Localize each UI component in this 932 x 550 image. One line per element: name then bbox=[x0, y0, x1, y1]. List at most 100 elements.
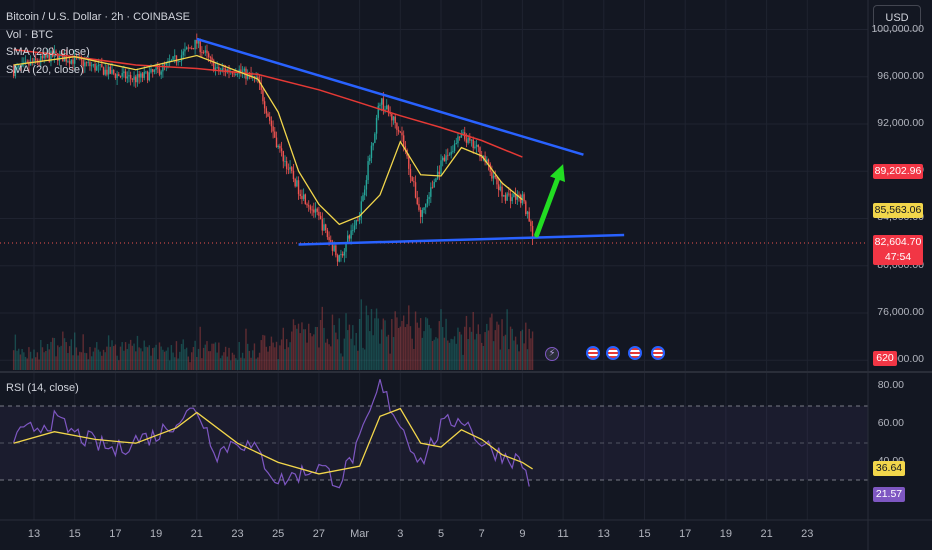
candle-body bbox=[269, 116, 271, 121]
volume-bar bbox=[448, 342, 451, 370]
candle-body bbox=[302, 194, 305, 199]
green-arrow[interactable] bbox=[534, 164, 565, 238]
candle-body bbox=[187, 47, 190, 49]
candle-body bbox=[479, 147, 481, 158]
volume-bar bbox=[430, 328, 432, 370]
volume-bar bbox=[230, 360, 232, 370]
resistance-trendline[interactable] bbox=[196, 37, 584, 156]
candle-body bbox=[57, 53, 59, 61]
volume-bar bbox=[219, 358, 222, 370]
volume-bar bbox=[248, 350, 251, 370]
volume-legend[interactable]: Vol · BTC bbox=[6, 29, 54, 41]
sma20-legend[interactable]: SMA (20, close) bbox=[6, 64, 84, 76]
volume-bar bbox=[214, 342, 217, 370]
candle-body bbox=[323, 224, 325, 231]
volume-bar bbox=[74, 332, 76, 370]
volume-bar bbox=[409, 326, 412, 370]
volume-bar bbox=[45, 351, 47, 370]
candle-body bbox=[177, 61, 179, 63]
volume-bar bbox=[338, 318, 340, 370]
candle-body bbox=[326, 230, 329, 238]
volume-bar bbox=[382, 318, 385, 370]
lightning-event-icon[interactable]: ⚡ bbox=[545, 347, 559, 361]
candle-body bbox=[487, 159, 490, 164]
candle-body bbox=[297, 180, 300, 195]
volume-bar bbox=[513, 340, 515, 370]
sma200-legend[interactable]: SMA (200, close) bbox=[6, 46, 90, 58]
rsi-ma-tag: 36.64 bbox=[873, 461, 905, 476]
volume-bar bbox=[136, 335, 139, 370]
volume-bar bbox=[141, 351, 144, 370]
volume-bar bbox=[148, 345, 151, 370]
volume-bar bbox=[236, 359, 239, 370]
candle-body bbox=[397, 129, 400, 132]
candle-body bbox=[99, 64, 101, 66]
chart-title: Bitcoin / U.S. Dollar · 2h · COINBASE bbox=[6, 11, 190, 23]
candle-body bbox=[316, 208, 318, 212]
price-tick-label: 96,000.00 bbox=[877, 69, 924, 82]
volume-bar bbox=[24, 356, 27, 370]
us-flag-icon[interactable] bbox=[606, 346, 620, 360]
volume-bar bbox=[75, 347, 78, 370]
us-flag-icon[interactable] bbox=[628, 346, 642, 360]
us-flag-icon[interactable] bbox=[586, 346, 600, 360]
volume-bar bbox=[216, 352, 218, 370]
candle-body bbox=[285, 161, 288, 169]
volume-bar bbox=[526, 349, 529, 370]
currency-button[interactable]: USD bbox=[873, 5, 921, 31]
rsi-legend[interactable]: RSI (14, close) bbox=[6, 382, 79, 394]
candle-body bbox=[184, 49, 186, 52]
volume-bar bbox=[12, 350, 15, 370]
candle-body bbox=[146, 71, 149, 81]
candle-body bbox=[174, 55, 176, 57]
candle-body bbox=[430, 187, 432, 197]
volume-bar bbox=[504, 334, 507, 370]
candle-body bbox=[280, 148, 283, 152]
volume-bar bbox=[518, 351, 520, 370]
candle-body bbox=[425, 203, 427, 208]
candle-body bbox=[196, 39, 198, 44]
rsi-tick-label: 60.00 bbox=[877, 417, 904, 429]
candle-body bbox=[60, 53, 62, 55]
candle-body bbox=[90, 65, 93, 67]
volume-bar bbox=[457, 327, 459, 370]
candle-body bbox=[48, 54, 50, 62]
candle-body bbox=[118, 74, 120, 77]
candle-body bbox=[313, 209, 315, 213]
candle-body bbox=[492, 175, 495, 179]
candle-body bbox=[501, 186, 503, 197]
candle-body bbox=[228, 69, 230, 72]
rsi-line bbox=[13, 379, 530, 489]
candle-body bbox=[379, 104, 381, 106]
us-flag-icon[interactable] bbox=[651, 346, 665, 360]
candle-body bbox=[294, 179, 296, 187]
volume-bar bbox=[82, 334, 84, 370]
volume-bar bbox=[481, 342, 483, 370]
support-trendline[interactable] bbox=[298, 233, 625, 246]
volume-bar bbox=[486, 323, 488, 370]
candle-body bbox=[87, 62, 89, 63]
candle-body bbox=[204, 50, 206, 53]
volume-bar bbox=[202, 347, 205, 370]
candle-body bbox=[180, 55, 183, 62]
volume-bar bbox=[269, 346, 271, 370]
volume-bar bbox=[328, 344, 330, 370]
volume-bar bbox=[285, 339, 288, 370]
volume-bar bbox=[469, 327, 471, 370]
candle-body bbox=[338, 255, 340, 262]
candle-body bbox=[277, 145, 279, 148]
volume-bar bbox=[57, 345, 59, 370]
candle-body bbox=[433, 181, 435, 188]
volume-bar bbox=[228, 347, 230, 370]
volume-bar bbox=[77, 355, 79, 370]
volume-bar bbox=[470, 331, 473, 370]
time-tick-label: 23 bbox=[801, 528, 814, 540]
volume-bar bbox=[221, 355, 223, 370]
candle-body bbox=[40, 55, 42, 63]
volume-bar bbox=[258, 352, 261, 370]
candle-body bbox=[336, 255, 339, 262]
volume-bar bbox=[89, 347, 91, 370]
volume-bar bbox=[201, 358, 203, 370]
volume-bar bbox=[443, 337, 446, 370]
